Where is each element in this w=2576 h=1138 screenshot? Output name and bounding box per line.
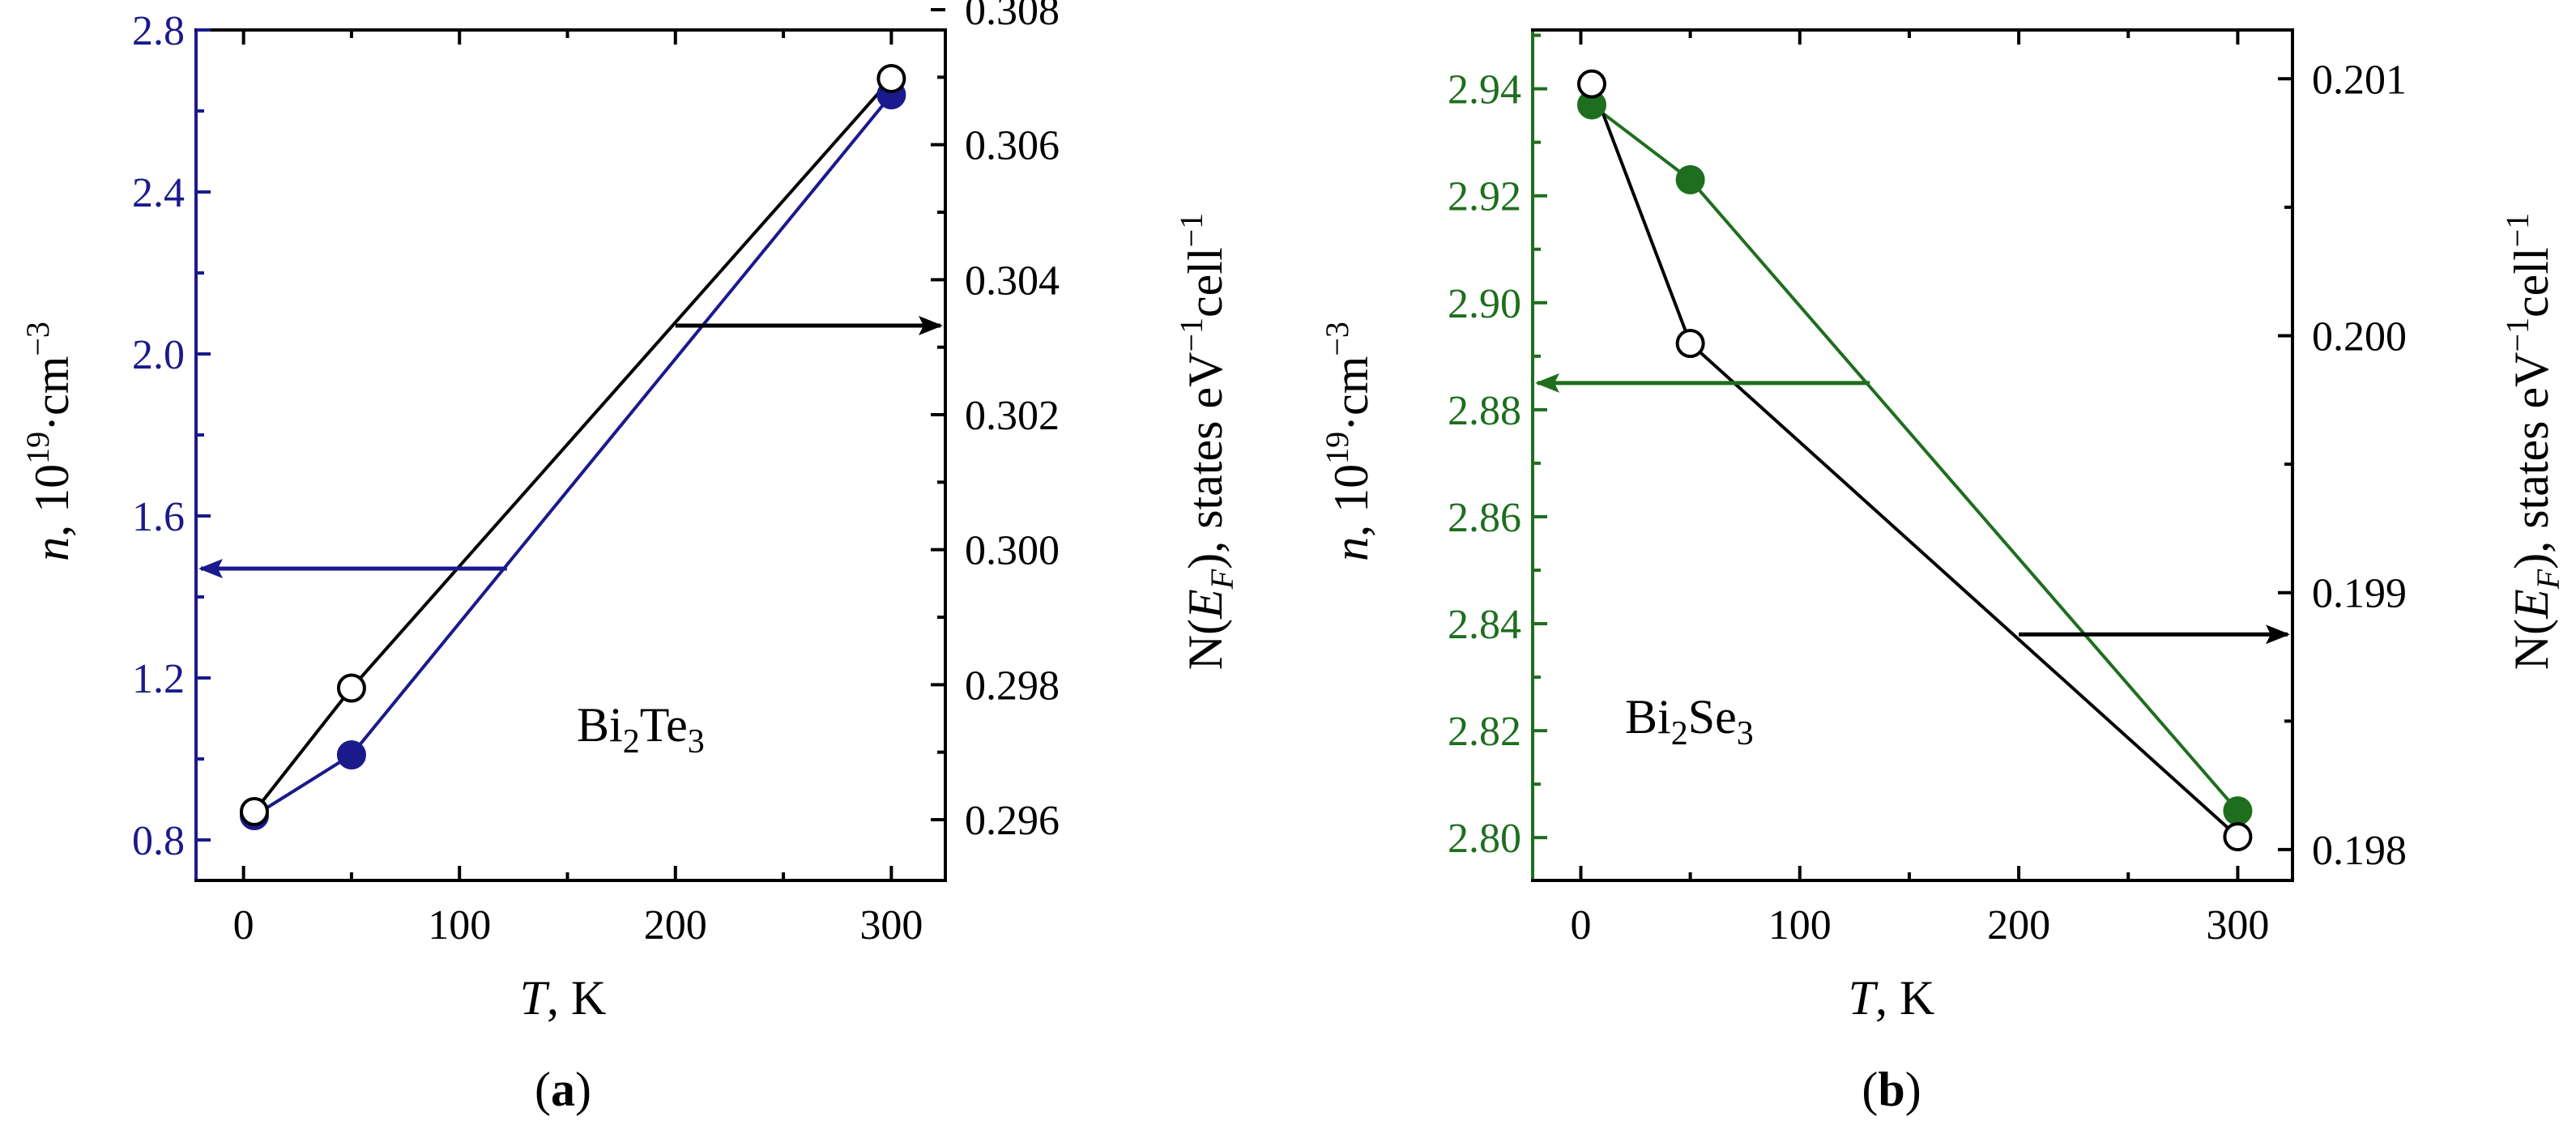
panel-b-x-tick-label: 200: [1987, 902, 2050, 948]
panel-a: 0 100 200 300 0.8 1.2 1.6 2.0 2.4 2.8 0.296 0.298 0.…: [19, 0, 1240, 1116]
panel-a-series-line-left: [253, 93, 893, 817]
panel-a-y-right-tick-label: 0.304: [965, 258, 1060, 304]
panel-b-y-left-label: n, 1019·cm−3: [1319, 322, 1378, 561]
panel-b-y-right-tick-label: 0.198: [2312, 828, 2407, 874]
panel-a-y-left-tick-label: 0.8: [132, 818, 185, 864]
panel-b-y-left-tick-label: 2.90: [1448, 281, 1521, 327]
panel-b-point-right: [1675, 329, 1705, 359]
panel-a-y-right-tick-label: 0.302: [965, 393, 1060, 439]
panel-b-plot-layer: 0 100 200 300 2.80 2.82 2.84 2.86 2.88 2.90 2.92 2.…: [1448, 28, 2407, 948]
panel-b-x-label: T, K: [1849, 971, 1935, 1025]
panel-b-y-left-tick-label: 2.86: [1448, 495, 1521, 541]
panel-a-point-right: [239, 797, 269, 826]
panel-a-y-right-tick-label: 0.306: [965, 123, 1060, 169]
panel-b-y-right-tick-label: 0.199: [2312, 571, 2407, 617]
panel-b-y-left-tick-label: 2.94: [1448, 67, 1521, 113]
panel-b-x-tick-label: 100: [1768, 902, 1832, 948]
panel-b-x-tick-label: 0: [1570, 902, 1591, 948]
panel-b-y-right-tick-label: 0.200: [2312, 313, 2407, 360]
panel-b-point-right: [1576, 69, 1606, 99]
panel-b-y-left-tick-label: 2.82: [1448, 709, 1521, 755]
panel-a-plot-layer: 0 100 200 300 0.8 1.2 1.6 2.0 2.4 2.8 0.296 0.298 0.…: [132, 0, 1060, 948]
panel-a-x-label: T, K: [520, 971, 607, 1025]
panel-b-x-tick-label: 300: [2206, 902, 2269, 948]
panel-a-y-right-tick-label: 0.300: [965, 528, 1060, 574]
panel-a-y-right-label: N(EF), states eV−1cell−1: [1173, 213, 1240, 670]
panel-b-y-left-tick-label: 2.84: [1448, 602, 1521, 648]
panel-a-y-right-tick-label: 0.298: [965, 663, 1060, 709]
panel-a-point-right: [876, 64, 906, 93]
panel-a-x-tick-label: 0: [233, 902, 254, 948]
panel-a-y-left-tick-label: 1.2: [132, 656, 185, 702]
panel-b-y-left-tick-label: 2.88: [1448, 388, 1521, 434]
panel-a-x-tick-label: 300: [859, 902, 923, 948]
panel-a-y-left-label: n, 1019·cm−3: [19, 322, 79, 561]
panel-b-y-left-tick-label: 2.80: [1448, 816, 1521, 862]
panel-b-point-right: [2223, 822, 2253, 852]
panel-a-x-tick-label: 200: [644, 902, 707, 948]
panel-b-point-left: [2223, 796, 2253, 826]
panel-a-y-left-tick-label: 2.4: [132, 170, 185, 216]
panel-a-caption: (a): [535, 1063, 591, 1116]
panel-a-material-label: Bi2Te3: [577, 698, 705, 761]
panel-b-y-right-tick-label: 0.201: [2312, 57, 2407, 103]
panel-a-y-left-tick-label: 2.8: [132, 8, 185, 54]
panel-a-y-left-tick-label: 1.6: [132, 494, 185, 540]
panel-a-y-right-tick-label: 0.296: [965, 798, 1060, 844]
panel-b-y-right-label: N(EF), states eV−1cell−1: [2499, 213, 2566, 670]
panel-a-y-left-tick-label: 2.0: [132, 332, 185, 378]
panel-b-point-left: [1675, 164, 1705, 194]
panel-a-x-tick-label: 100: [428, 902, 491, 948]
panel-b-caption: (b): [1862, 1063, 1921, 1116]
panel-b-material-label: Bi2Se3: [1625, 690, 1754, 752]
panel-a-point-left: [336, 740, 366, 769]
panel-b: 0 100 200 300 2.80 2.82 2.84 2.86 2.88 2.90 2.92 2.…: [1319, 28, 2566, 1116]
panel-b-y-left-tick-label: 2.92: [1448, 174, 1521, 220]
panel-a-point-right: [336, 673, 366, 703]
panel-a-y-right-tick-label: 0.308: [965, 0, 1060, 34]
